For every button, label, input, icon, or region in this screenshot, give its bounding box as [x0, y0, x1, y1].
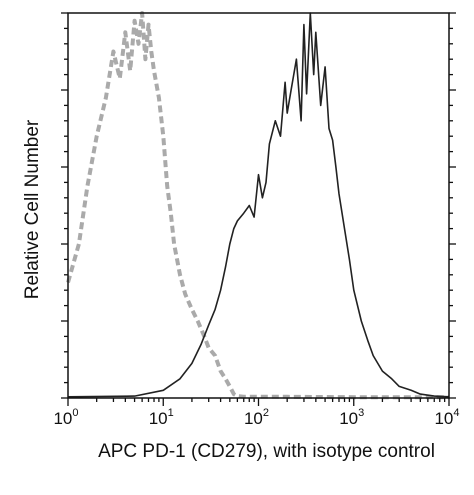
y-axis-title: Relative Cell Number: [22, 119, 43, 299]
x-tick-label-exponent: 1: [168, 407, 174, 419]
x-tick-label-base: 10: [339, 409, 358, 428]
pd1-stained-series-line: [67, 12, 450, 398]
x-tick-labels: 100 101 102 103 104: [53, 407, 459, 428]
x-tick-label-base: 10: [149, 409, 168, 428]
x-tick-label: 103: [339, 407, 364, 428]
ticks-layer: [61, 12, 456, 406]
x-tick-label: 101: [149, 407, 174, 428]
x-tick-label: 102: [244, 407, 269, 428]
x-tick-label-base: 10: [244, 409, 263, 428]
series-layer: [66, 11, 450, 400]
x-tick-label-exponent: 2: [263, 407, 269, 419]
x-tick-label-exponent: 0: [72, 407, 78, 419]
x-tick-label: 104: [434, 407, 459, 428]
x-tick-label: 100: [53, 407, 78, 428]
x-axis-title: APC PD-1 (CD279), with isotype control: [98, 441, 435, 462]
x-tick-label-exponent: 3: [358, 407, 364, 419]
x-tick-label-exponent: 4: [453, 407, 459, 419]
plot-frame: [67, 12, 450, 399]
x-tick-label-base: 10: [53, 409, 72, 428]
isotype-control-series-line: [66, 11, 449, 400]
x-tick-label-base: 10: [434, 409, 453, 428]
